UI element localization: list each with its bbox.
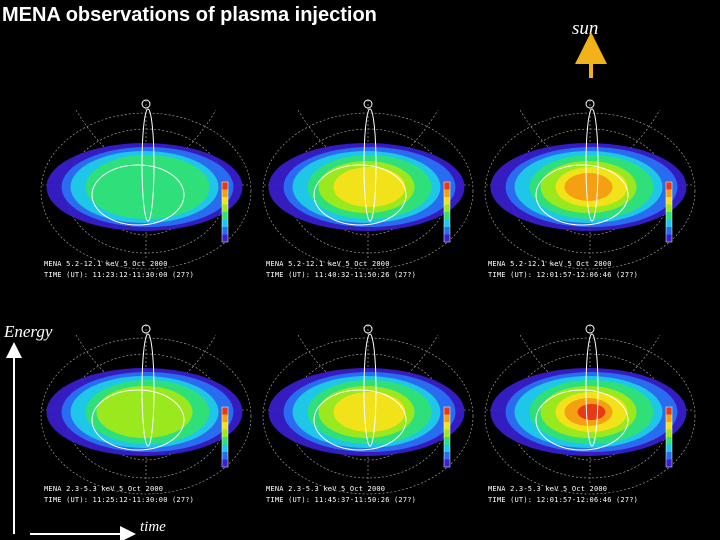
panel-caption-energy: MENA 2.3-5.3 keV 5 Oct 2000 [44, 485, 164, 493]
panel-caption-energy: MENA 2.3-5.3 keV 5 Oct 2000 [266, 485, 386, 493]
energy-axis-label: Energy [4, 322, 53, 341]
panel-caption-time: TIME (UT): 12:01:57-12:06:46 (27?) [488, 496, 639, 504]
panel-caption-time: TIME (UT): 11:40:32-11:50:26 (27?) [266, 271, 417, 279]
panel-caption-time: TIME (UT): 12:01:57-12:06:46 (27?) [488, 271, 639, 279]
page-title: MENA observations of plasma injection [2, 4, 377, 26]
mena-image-panel: MENA 2.3-5.3 keV 5 Oct 2000 TIME (UT): 1… [260, 315, 482, 525]
mena-image-plot [262, 99, 474, 270]
mena-image-panel: MENA 5.2-12.1 keV 5 Oct 2000 TIME (UT): … [38, 90, 260, 300]
panel-caption-time: TIME (UT): 11:23:12-11:30:00 (27?) [44, 271, 195, 279]
panel-caption-energy: MENA 5.2-12.1 keV 5 Oct 2000 [266, 260, 390, 268]
mena-image-panel: MENA 2.3-5.3 keV 5 Oct 2000 TIME (UT): 1… [482, 315, 704, 525]
mena-image-panel: MENA 5.2-12.1 keV 5 Oct 2000 TIME (UT): … [482, 90, 704, 300]
panel-caption-time: TIME (UT): 11:45:37-11:50:26 (27?) [266, 496, 417, 504]
mena-image-plot [484, 324, 696, 495]
mena-image-plot [262, 324, 474, 495]
panel-caption-energy: MENA 2.3-5.3 keV 5 Oct 2000 [488, 485, 608, 493]
panel-caption-time: TIME (UT): 11:25:12-11:30:00 (27?) [44, 496, 195, 504]
mena-image-plot [40, 99, 252, 270]
panel-caption-energy: MENA 5.2-12.1 keV 5 Oct 2000 [488, 260, 612, 268]
time-axis-label: time [140, 519, 166, 535]
mena-image-panel: MENA 2.3-5.3 keV 5 Oct 2000 TIME (UT): 1… [38, 315, 260, 525]
mena-image-panel: MENA 5.2-12.1 keV 5 Oct 2000 TIME (UT): … [260, 90, 482, 300]
panel-caption-energy: MENA 5.2-12.1 keV 5 Oct 2000 [44, 260, 168, 268]
mena-image-plot [40, 324, 252, 495]
mena-image-plot [484, 99, 696, 270]
